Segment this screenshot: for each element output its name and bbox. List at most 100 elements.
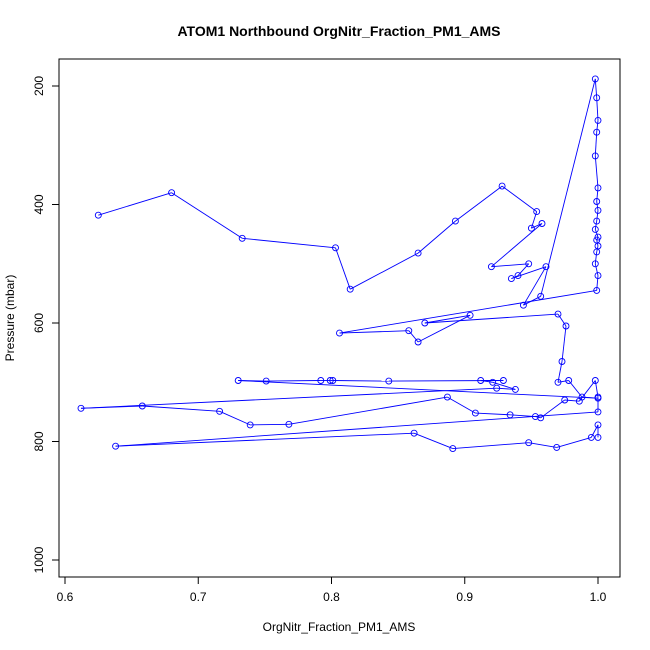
x-tick-label: 0.9 <box>456 590 473 604</box>
data-point <box>234 377 242 384</box>
y-tick-label: 1000 <box>32 546 46 573</box>
data-point <box>471 409 479 417</box>
series-segment <box>540 78 596 297</box>
series-segment <box>424 314 471 324</box>
data-point <box>591 152 599 160</box>
series-segment <box>475 412 511 416</box>
data-point <box>346 285 354 293</box>
data-point <box>533 208 541 216</box>
data-point <box>336 329 343 337</box>
series-segment <box>523 266 547 306</box>
series-segment <box>594 229 599 238</box>
series-segment <box>594 263 599 276</box>
x-tick-label: 0.6 <box>57 590 74 604</box>
data-point <box>553 443 561 451</box>
x-tick-label: 1.0 <box>590 590 607 604</box>
data-point <box>594 408 602 416</box>
data-point <box>466 311 474 319</box>
data-point <box>326 377 334 384</box>
data-point <box>493 384 501 392</box>
series-segment <box>480 380 493 383</box>
series-segment <box>594 155 599 188</box>
data-point <box>507 275 515 283</box>
series-segment <box>578 380 596 402</box>
data-point <box>498 182 506 190</box>
series-segment <box>80 387 497 409</box>
data-point <box>593 198 601 205</box>
data-point <box>511 385 519 393</box>
series-segment <box>455 185 503 222</box>
data-point <box>329 377 337 384</box>
data-point <box>594 206 602 214</box>
data-point <box>558 358 566 365</box>
data-point <box>216 407 224 415</box>
series-segment <box>596 275 599 291</box>
data-point <box>542 263 550 271</box>
data-point <box>421 319 429 327</box>
data-lines <box>80 78 599 450</box>
series-segment <box>594 251 598 264</box>
series-segment <box>219 410 251 426</box>
data-point <box>593 217 601 225</box>
series-segment <box>413 432 453 450</box>
data-point <box>506 411 514 419</box>
series-segment <box>98 192 172 216</box>
data-point <box>414 249 422 257</box>
y-tick-label: 400 <box>32 194 46 214</box>
series-segment <box>115 411 599 447</box>
series-segment <box>596 97 599 121</box>
data-point <box>487 263 495 271</box>
y-tick-label: 200 <box>32 76 46 96</box>
series-segment <box>417 314 471 343</box>
series-segment <box>517 263 530 276</box>
series-segment <box>564 399 580 402</box>
data-point <box>77 404 85 412</box>
series-segment <box>349 252 419 290</box>
data-point <box>594 116 602 124</box>
series-segment <box>491 263 529 268</box>
data-point <box>385 377 393 385</box>
y-axis-label: Pressure (mbar) <box>3 275 17 362</box>
x-tick-label: 0.8 <box>323 590 340 604</box>
data-point <box>449 445 457 453</box>
y-tick-label: 800 <box>32 431 46 451</box>
series-segment <box>557 361 563 383</box>
series-segment <box>568 380 583 398</box>
series-segment <box>596 120 599 133</box>
series-segment <box>557 380 569 383</box>
data-point <box>591 377 599 384</box>
series-segment <box>511 266 547 280</box>
data-point <box>525 439 533 447</box>
y-axis: 200 400 600 800 1000 <box>32 76 59 573</box>
x-tick-label: 0.7 <box>190 590 207 604</box>
data-point <box>575 397 583 405</box>
data-point <box>537 414 545 422</box>
series-segment <box>596 187 599 202</box>
data-point <box>489 378 497 386</box>
data-point <box>593 286 601 294</box>
series-segment <box>501 185 537 212</box>
y-tick-label: 600 <box>32 313 46 333</box>
data-point <box>443 393 451 401</box>
series-segment <box>417 220 456 254</box>
data-point <box>499 377 507 384</box>
series-segment <box>332 380 389 382</box>
data-point <box>562 322 570 330</box>
data-point <box>554 310 562 318</box>
data-point <box>594 184 602 192</box>
data-point <box>477 377 485 384</box>
data-point <box>414 338 422 346</box>
data-point <box>531 413 539 421</box>
data-point <box>565 377 573 384</box>
series-segment <box>491 223 543 268</box>
series-segment <box>447 396 476 414</box>
data-point <box>410 429 418 437</box>
data-point <box>591 75 599 83</box>
data-point <box>587 433 595 441</box>
data-point <box>591 225 599 233</box>
chart-title: ATOM1 Northbound OrgNitr_Fraction_PM1_AM… <box>177 23 500 39</box>
data-point <box>525 260 533 268</box>
series-segment <box>339 289 597 334</box>
series-segment <box>171 192 243 239</box>
